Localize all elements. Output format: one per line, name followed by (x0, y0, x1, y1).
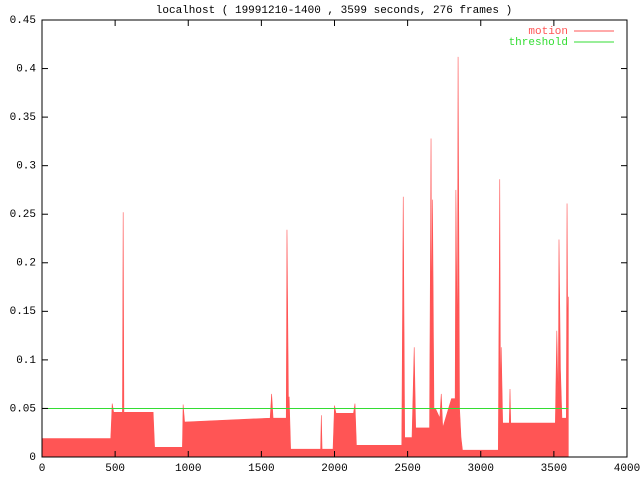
y-tick-label: 0.45 (10, 15, 36, 27)
y-tick-label: 0.1 (16, 355, 36, 367)
plot-frame (41, 19, 628, 458)
x-tick-label: 3000 (468, 463, 494, 475)
x-tick-label: 1500 (248, 463, 274, 475)
x-tick-label: 4000 (614, 463, 640, 475)
x-tick-label: 1000 (175, 463, 201, 475)
y-tick-label: 0.35 (10, 112, 36, 124)
x-tick-label: 0 (39, 463, 46, 475)
legend-label: motion (528, 26, 568, 38)
y-tick-label: 0.2 (16, 258, 36, 270)
y-tick-label: 0.15 (10, 306, 36, 318)
chart-title: localhost ( 19991210-1400 , 3599 seconds… (156, 5, 512, 17)
y-tick-label: 0.4 (16, 63, 36, 75)
x-tick-label: 2500 (394, 463, 420, 475)
x-tick-label: 500 (105, 463, 125, 475)
x-tick-label: 2000 (321, 463, 347, 475)
y-tick-label: 0.3 (16, 161, 36, 173)
y-tick-label: 0.25 (10, 209, 36, 221)
area (41, 56, 569, 458)
legend-label: threshold (509, 37, 568, 49)
x-tick-label: 3500 (541, 463, 567, 475)
y-tick-label: 0 (29, 452, 36, 464)
y-tick-label: 0.05 (10, 403, 36, 415)
